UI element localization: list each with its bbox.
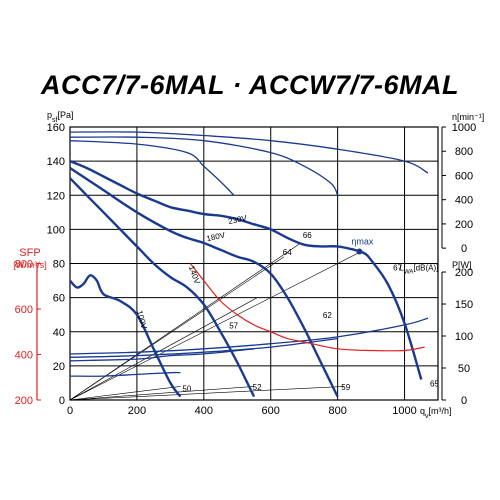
sfp-tick-label: 200	[15, 395, 33, 407]
speed-tick-label: 400	[455, 195, 473, 207]
pressure-curve-100v	[69, 274, 182, 398]
speed-curve	[69, 136, 339, 196]
sfp-tick-label: 600	[15, 304, 33, 316]
efficiency-label: 50	[182, 384, 191, 393]
x-tick-label: 600	[262, 405, 280, 417]
x-axis-sub: v	[425, 413, 429, 420]
speed-tick-label: 0	[461, 243, 467, 255]
y-left-axis-unit: [Pa]	[57, 110, 73, 120]
speed-tick-label: 800	[455, 146, 473, 158]
speed-curve	[69, 140, 235, 196]
pressure-curve-230v	[69, 159, 423, 380]
eta-max-label: ηmax	[351, 237, 374, 247]
power-curve	[69, 348, 255, 362]
plot-frame	[69, 126, 439, 401]
speed-tick-label: 600	[455, 170, 473, 182]
speed-tick-label: 200	[455, 219, 473, 231]
curve-label-140v: 140V	[187, 265, 202, 286]
efficiency-label: 52	[253, 383, 262, 392]
y-left-tick-label: 120	[47, 190, 65, 202]
power-axis-unit: [W]	[458, 260, 472, 270]
y-left-tick-label: 60	[53, 293, 65, 305]
efficiency-guide-line	[69, 386, 255, 401]
speed-axis-unit: [min⁻¹]	[457, 112, 484, 122]
power-curve	[69, 337, 338, 358]
power-tick-label: 200	[455, 267, 473, 279]
x-tick-label: 200	[128, 405, 146, 417]
x-axis-title: qv[m³/h]	[420, 406, 452, 420]
eta-max-point	[356, 248, 363, 255]
x-axis-unit: [m³/h]	[429, 406, 452, 416]
x-tick-label: 800	[328, 405, 346, 417]
power-curve	[69, 371, 181, 377]
pressure-curve-140v	[69, 177, 256, 398]
chart-title: ACC7/7-6MAL · ACCW7/7-6MAL	[40, 70, 460, 100]
sfp-tick-label: 800	[15, 259, 33, 271]
x-tick-label: 0	[67, 405, 73, 417]
lwa-unit: [dB(A)]	[413, 263, 438, 272]
speed-tick-label: 1000	[452, 122, 476, 134]
y-left-tick-label: 80	[53, 259, 65, 271]
speed-axis-title: n[min⁻¹]	[452, 112, 484, 122]
y-left-tick-label: 20	[53, 361, 65, 373]
efficiency-label: 62	[323, 311, 332, 320]
efficiency-label: 64	[283, 248, 292, 257]
lwa-sub: WA	[404, 269, 413, 275]
y-left-axis-sub: sf	[52, 117, 58, 124]
efficiency-guide-line	[69, 256, 285, 401]
efficiency-label: 65	[430, 379, 439, 388]
efficiency-guide-line	[69, 297, 258, 401]
sfp-axis-title: SFP	[19, 247, 40, 259]
power-tick-label: 50	[458, 363, 470, 375]
sfp-axis-unit: [W/m³/s]	[13, 260, 47, 270]
y-left-tick-label: 0	[59, 395, 65, 407]
efficiency-guide-line	[69, 386, 345, 401]
efficiency-label: 59	[341, 383, 350, 392]
curve-label-180v: 180V	[206, 230, 227, 243]
y-left-tick-label: 140	[47, 156, 65, 168]
y-left-tick-label: 160	[47, 122, 65, 134]
power-tick-label: 0	[461, 395, 467, 407]
pressure-curve-180v	[69, 166, 339, 398]
efficiency-label: 67	[393, 263, 402, 272]
y-left-tick-label: 40	[53, 327, 65, 339]
speed-curve	[69, 131, 429, 174]
sfp-tick-label: 400	[15, 350, 33, 362]
power-tick-label: 100	[455, 331, 473, 343]
efficiency-guide-line	[69, 253, 358, 401]
lwa-label: LWA[dB(A)]	[400, 263, 439, 275]
y-left-tick-label: 100	[47, 224, 65, 236]
efficiency-label: 57	[229, 321, 238, 330]
sfp-curve	[189, 263, 425, 352]
power-axis-title: P[W]	[452, 260, 472, 270]
efficiency-label: 66	[303, 231, 312, 240]
x-tick-label: 1000	[392, 405, 416, 417]
x-tick-label: 400	[195, 405, 213, 417]
power-tick-label: 150	[455, 299, 473, 311]
curve-label-230v: 230V	[227, 213, 248, 226]
